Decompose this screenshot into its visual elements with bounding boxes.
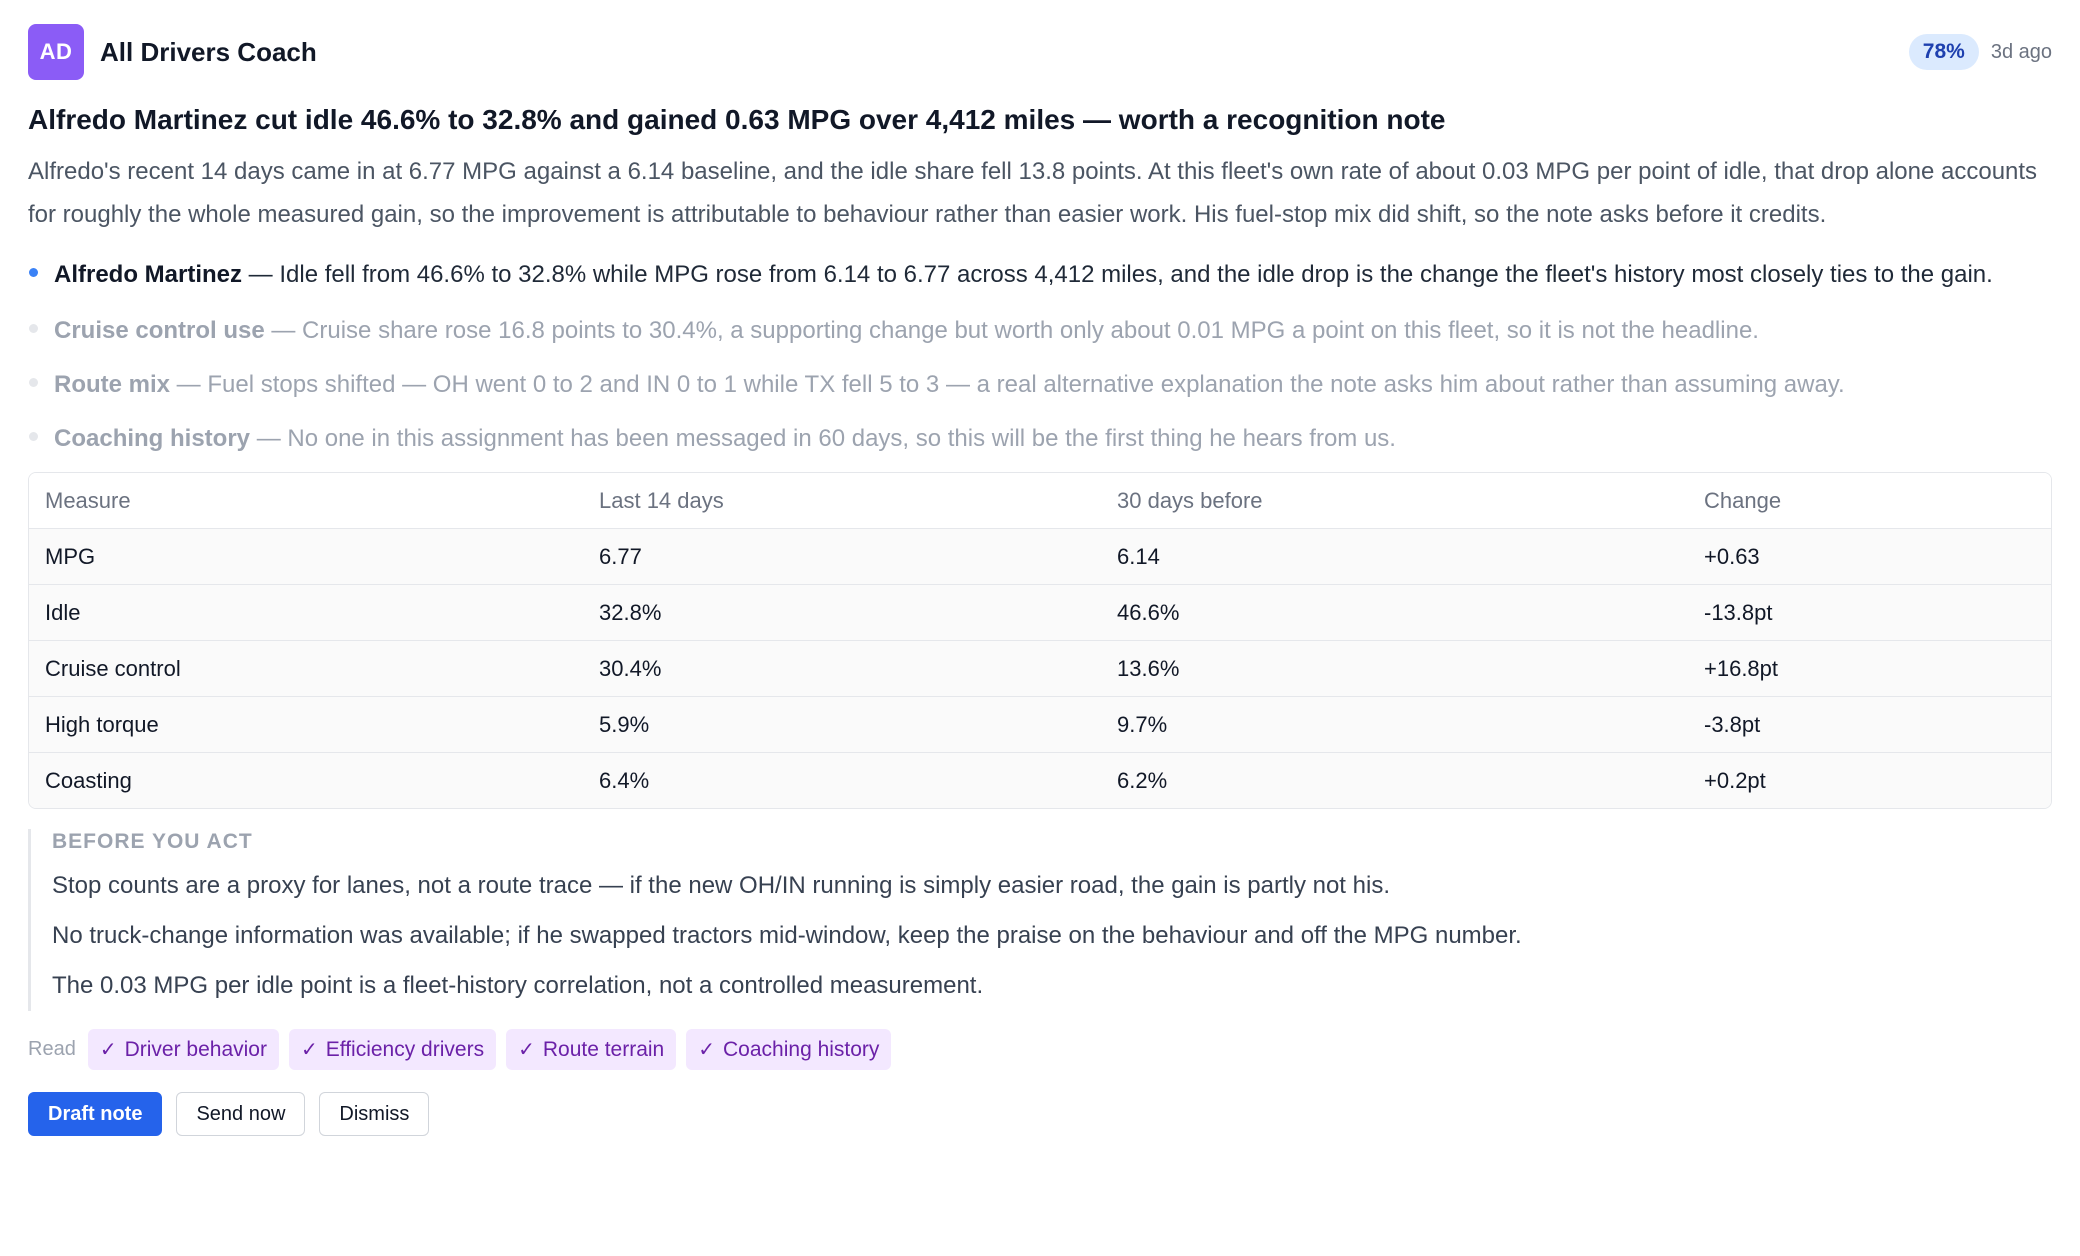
card-header: AD All Drivers Coach 78% 3d ago	[28, 24, 2052, 80]
column-header: Change	[1688, 473, 2051, 530]
tag-label: Efficiency drivers	[325, 1037, 485, 1061]
table-cell: +16.8pt	[1688, 640, 2051, 698]
caveat-item: Stop counts are a proxy for lanes, not a…	[52, 872, 1390, 900]
column-header: Measure	[29, 473, 583, 530]
send-now-button[interactable]: Send now	[176, 1092, 306, 1137]
read-label: Read	[28, 1038, 76, 1061]
evidence-text: — Fuel stops shifted — OH went 0 to 2 an…	[170, 371, 1845, 399]
evidence-item-coaching: Coaching history — No one in this assign…	[28, 418, 2052, 459]
evidence-label: Route mix	[54, 371, 171, 399]
table-row: MPG 6.77 6.14 +0.63	[29, 528, 2051, 586]
table-cell: 32.8%	[583, 584, 1101, 642]
dismiss-button[interactable]: Dismiss	[319, 1092, 430, 1137]
table-row: High torque 5.9% 9.7% -3.8pt	[29, 696, 2051, 754]
action-bar: Draft note Send now Dismiss	[28, 1092, 2052, 1137]
evidence-label: Alfredo Martinez	[54, 261, 243, 289]
timestamp: 3d ago	[1990, 40, 2052, 63]
evidence-item-route: Route mix — Fuel stops shifted — OH went…	[28, 364, 2052, 405]
evidence-text: — Idle fell from 46.6% to 32.8% while MP…	[242, 261, 1993, 289]
header-meta: 78% 3d ago	[1908, 34, 2052, 70]
table-cell: Coasting	[29, 752, 583, 809]
check-icon: ✓	[99, 1039, 117, 1062]
evidence-text: — Cruise share rose 16.8 points to 30.4%…	[264, 317, 1759, 345]
table-header-row: Measure Last 14 days 30 days before Chan…	[29, 473, 2051, 530]
table-cell: 6.14	[1101, 528, 1688, 586]
check-icon: ✓	[300, 1039, 318, 1062]
insight-title: Alfredo Martinez cut idle 46.6% to 32.8%…	[28, 104, 1446, 135]
column-header: 30 days before	[1101, 473, 1688, 530]
evidence-label: Coaching history	[54, 425, 251, 453]
insight-summary: Alfredo's recent 14 days came in at 6.77…	[28, 158, 2038, 229]
avatar: AD	[28, 24, 84, 80]
table-row: Idle 32.8% 46.6% -13.8pt	[29, 584, 2051, 642]
evidence-item-driver: Alfredo Martinez — Idle fell from 46.6% …	[28, 254, 2052, 295]
check-icon: ✓	[698, 1039, 716, 1062]
table-cell: 5.9%	[583, 696, 1101, 754]
evidence-text: — No one in this assignment has been mes…	[250, 425, 1396, 453]
table-cell: 30.4%	[583, 640, 1101, 698]
check-icon: ✓	[518, 1039, 535, 1062]
caveats-section: BEFORE YOU ACT Stop counts are a proxy f…	[28, 829, 2052, 1012]
coach-name: All Drivers Coach	[100, 36, 317, 67]
bullet-dot-icon	[29, 268, 38, 278]
table-cell: +0.63	[1688, 528, 2051, 586]
caveats-title: BEFORE YOU ACT	[52, 830, 253, 854]
table-cell: Cruise control	[29, 640, 583, 698]
bullet-dot-icon	[29, 378, 38, 388]
draft-note-button[interactable]: Draft note	[28, 1092, 163, 1137]
table-cell: 46.6%	[1101, 584, 1688, 642]
column-header: Last 14 days	[583, 473, 1101, 530]
metrics-table: Measure Last 14 days 30 days before Chan…	[28, 472, 2052, 810]
table-row: Cruise control 30.4% 13.6% +16.8pt	[29, 640, 2051, 698]
evidence-item-cruise: Cruise control use — Cruise share rose 1…	[28, 310, 2052, 351]
caveats-list: Stop counts are a proxy for lanes, not a…	[52, 861, 2052, 1011]
bullet-dot-icon	[29, 324, 38, 334]
caveat-item: The 0.03 MPG per idle point is a fleet-h…	[52, 972, 984, 1000]
table-row: Coasting 6.4% 6.2% +0.2pt	[29, 752, 2051, 809]
caveat-item: No truck-change information was availabl…	[52, 922, 1522, 950]
table-cell: -3.8pt	[1688, 696, 2051, 754]
table-cell: MPG	[29, 528, 583, 586]
tag-label: Route terrain	[542, 1037, 665, 1061]
table-cell: 6.77	[583, 528, 1101, 586]
table-cell: 6.4%	[583, 752, 1101, 809]
table-cell: High torque	[29, 696, 583, 754]
table-cell: -13.8pt	[1688, 584, 2051, 642]
source-tag-driver-behavior[interactable]: ✓ Driver behavior	[87, 1029, 279, 1071]
source-tag-route-terrain[interactable]: ✓ Route terrain	[506, 1029, 677, 1071]
evidence-label: Cruise control use	[54, 317, 265, 345]
source-tag-coaching-history[interactable]: ✓ Coaching history	[686, 1029, 892, 1071]
source-tag-efficiency-drivers[interactable]: ✓ Efficiency drivers	[288, 1029, 497, 1071]
tag-label: Driver behavior	[124, 1037, 267, 1061]
read-sources: Read ✓ Driver behavior ✓ Efficiency driv…	[28, 1029, 2052, 1071]
table-cell: +0.2pt	[1688, 752, 2051, 809]
table-cell: 9.7%	[1101, 696, 1688, 754]
tag-label: Coaching history	[723, 1037, 880, 1061]
table-cell: Idle	[29, 584, 583, 642]
confidence-badge: 78%	[1908, 34, 1979, 70]
table-cell: 13.6%	[1101, 640, 1688, 698]
table-cell: 6.2%	[1101, 752, 1688, 809]
evidence-list: Alfredo Martinez — Idle fell from 46.6% …	[28, 254, 2052, 459]
bullet-dot-icon	[29, 432, 38, 442]
